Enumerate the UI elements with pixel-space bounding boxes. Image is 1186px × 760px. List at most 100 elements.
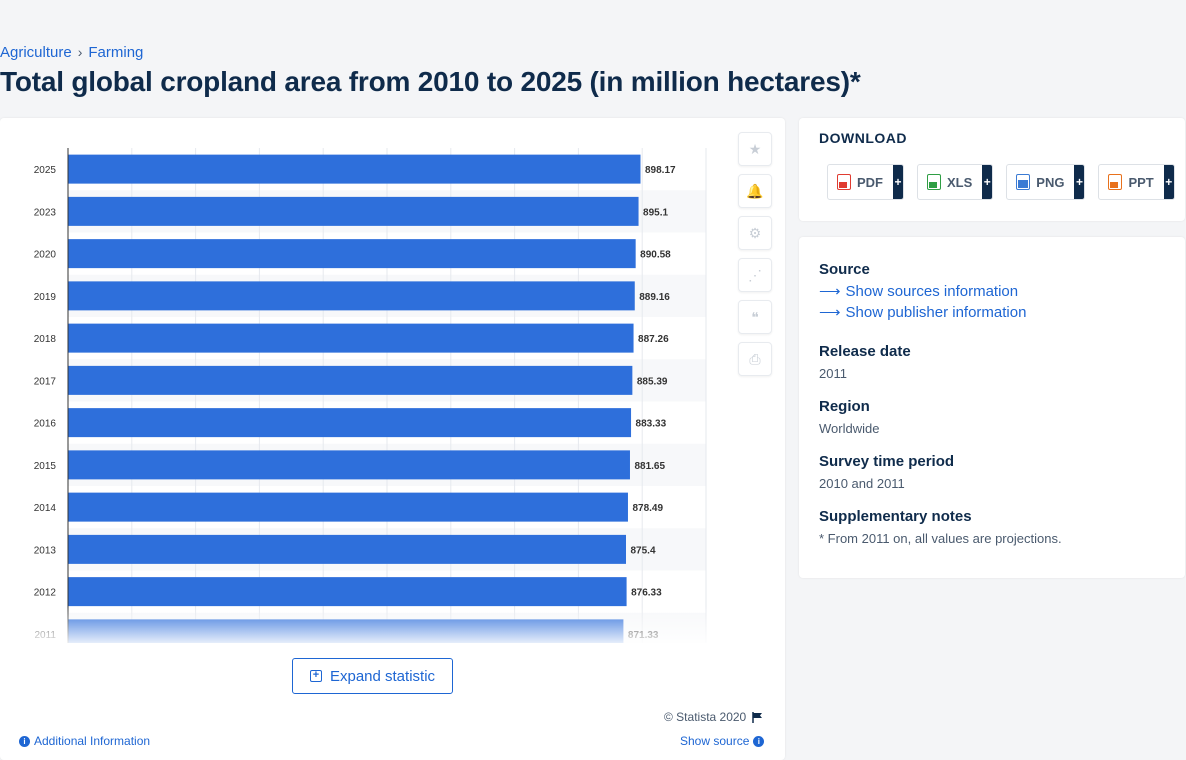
print-glyph: ⎙ xyxy=(749,350,761,367)
tick-label-2018: 2018 xyxy=(34,334,57,345)
source-block: Source ⟶ Show sources information ⟶ Show… xyxy=(819,261,1026,321)
statistic-info-card: Source ⟶ Show sources information ⟶ Show… xyxy=(799,237,1185,578)
tick-label-2020: 2020 xyxy=(34,250,57,261)
bar-2023 xyxy=(68,196,639,226)
survey-period-block: Survey time period 2010 and 2011 xyxy=(819,453,954,491)
region-label: Region xyxy=(819,398,870,415)
share-icon[interactable]: ⋰ xyxy=(738,258,772,292)
data-label-2014: 878.49 xyxy=(632,503,663,514)
tick-label-2025: 2025 xyxy=(34,165,57,176)
bell-icon[interactable]: 🔔 xyxy=(738,174,772,208)
breadcrumb: Agriculture › Farming xyxy=(0,43,144,61)
top-bar xyxy=(0,0,1186,40)
quote-icon[interactable]: ❝ xyxy=(738,300,772,334)
bar-chart: 2025 898.17 2023 895.1 2020 890.58 2019 889.16 2… xyxy=(34,148,707,643)
xls-file-icon xyxy=(927,174,941,190)
download-ppt-button[interactable]: PPT + xyxy=(1098,164,1175,200)
show-sources-label: Show sources information xyxy=(845,282,1019,300)
bar-2014 xyxy=(68,492,628,522)
tick-label-2023: 2023 xyxy=(34,207,57,218)
ppt-file-icon xyxy=(1108,174,1123,190)
pdf-plus: + xyxy=(893,165,903,199)
release-date-value: 2011 xyxy=(819,366,847,381)
data-label-2025: 898.17 xyxy=(645,165,676,176)
png-label: PNG xyxy=(1036,174,1065,190)
tick-label-2019: 2019 xyxy=(34,292,57,303)
chart-card: 2025 898.17 2023 895.1 2020 890.58 2019 889.16 2… xyxy=(0,118,785,760)
share-glyph: ⋰ xyxy=(748,266,762,283)
bar-2016 xyxy=(68,408,632,438)
data-label-2018: 887.26 xyxy=(638,334,669,345)
release-date-label: Release date xyxy=(819,343,911,360)
bar-2013 xyxy=(68,534,626,564)
bar-2020 xyxy=(68,239,636,269)
data-label-2015: 881.65 xyxy=(634,461,665,472)
breadcrumb-agriculture[interactable]: Agriculture xyxy=(0,43,72,61)
release-date-block: Release date 2011 xyxy=(819,343,911,381)
print-icon[interactable]: ⎙ xyxy=(738,342,772,376)
expand-plus-icon: + xyxy=(309,670,322,682)
download-card: DOWNLOAD PDF + XLS + PNG + PPT + xyxy=(799,118,1185,221)
additional-information-link[interactable]: i Additional Information xyxy=(19,734,150,748)
bar-2025 xyxy=(68,154,641,184)
download-png-button[interactable]: PNG + xyxy=(1006,164,1086,200)
download-xls-button[interactable]: XLS + xyxy=(917,164,994,200)
tick-label-2012: 2012 xyxy=(34,588,57,599)
survey-period-value: 2010 and 2011 xyxy=(819,476,905,491)
xls-label: XLS xyxy=(947,174,973,190)
bar-2018 xyxy=(68,323,634,353)
breadcrumb-farming[interactable]: Farming xyxy=(88,43,144,61)
data-label-2023: 895.1 xyxy=(643,207,668,218)
arrow-right-icon: ⟶ xyxy=(819,283,841,300)
source-label: Source xyxy=(819,261,870,278)
tick-label-2015: 2015 xyxy=(34,461,57,472)
star-glyph: ★ xyxy=(748,140,762,157)
download-title: DOWNLOAD xyxy=(819,130,907,146)
ppt-label: PPT xyxy=(1128,174,1154,190)
bar-2015 xyxy=(68,450,630,480)
download-pdf-button[interactable]: PDF + xyxy=(827,164,904,200)
show-sources-link[interactable]: ⟶ Show sources information xyxy=(819,282,1026,301)
pdf-file-icon xyxy=(837,174,851,190)
tick-label-2014: 2014 xyxy=(34,503,57,514)
region-value: Worldwide xyxy=(819,421,880,436)
copyright-text: © Statista 2020 xyxy=(664,710,747,724)
show-publisher-label: Show publisher information xyxy=(845,303,1027,321)
flag-icon[interactable] xyxy=(752,711,763,723)
arrow-right-icon: ⟶ xyxy=(819,304,841,321)
xls-plus: + xyxy=(982,165,993,199)
info-icon: i xyxy=(753,735,765,747)
bar-2012 xyxy=(68,577,627,607)
show-source-link[interactable]: Show source i xyxy=(680,734,765,748)
breadcrumb-separator: › xyxy=(77,44,83,60)
supplementary-notes-block: Supplementary notes * From 2011 on, all … xyxy=(819,508,1062,546)
data-label-2016: 883.33 xyxy=(636,419,667,430)
side-toolbar: ★ 🔔 ⚙ ⋰ ❝ ⎙ xyxy=(738,132,772,384)
tick-label-2016: 2016 xyxy=(34,419,57,430)
gear-glyph: ⚙ xyxy=(748,224,762,241)
copyright: © Statista 2020 xyxy=(664,710,763,724)
data-label-2019: 889.16 xyxy=(639,292,670,303)
chart-area: 2025 898.17 2023 895.1 2020 890.58 2019 889.16 2… xyxy=(0,118,720,643)
gear-icon[interactable]: ⚙ xyxy=(738,216,772,250)
expand-label: Expand statistic xyxy=(329,667,436,685)
tick-label-2017: 2017 xyxy=(34,376,57,387)
expand-statistic-button[interactable]: + Expand statistic xyxy=(292,658,453,694)
supplementary-notes-label: Supplementary notes xyxy=(819,508,972,525)
show-publisher-link[interactable]: ⟶ Show publisher information xyxy=(819,303,1027,322)
info-icon: i xyxy=(19,735,30,747)
png-file-icon xyxy=(1016,174,1031,190)
region-block: Region Worldwide xyxy=(819,398,879,436)
bell-glyph: 🔔 xyxy=(746,182,764,199)
quote-glyph: ❝ xyxy=(751,308,759,325)
star-icon[interactable]: ★ xyxy=(738,132,772,166)
ppt-plus: + xyxy=(1163,165,1174,199)
chart-fade-overlay xyxy=(0,606,720,643)
bar-2017 xyxy=(68,365,633,395)
data-label-2020: 890.58 xyxy=(640,250,671,261)
download-buttons: PDF + XLS + PNG + PPT + xyxy=(827,164,1175,200)
data-label-2017: 885.39 xyxy=(637,376,668,387)
data-label-2012: 876.33 xyxy=(631,588,662,599)
tick-label-2013: 2013 xyxy=(34,545,57,556)
supplementary-notes-value: * From 2011 on, all values are projectio… xyxy=(819,531,1062,546)
